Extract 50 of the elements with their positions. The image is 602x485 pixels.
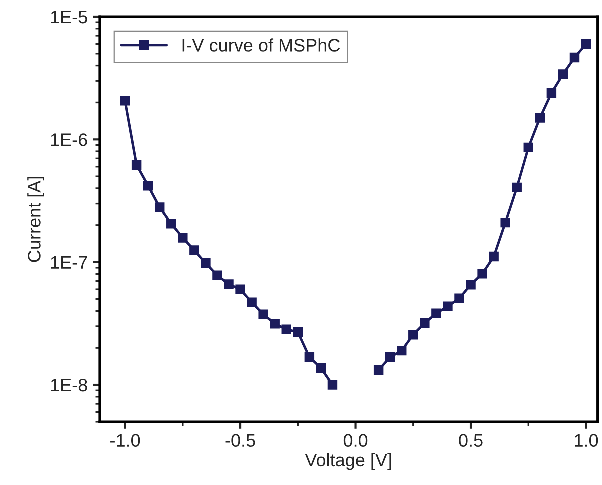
point [385, 352, 396, 362]
point [512, 182, 522, 193]
point [201, 258, 211, 268]
point [316, 363, 326, 374]
point [432, 308, 442, 318]
point [374, 365, 384, 376]
legend-label: I-V curve of MSPhC [182, 38, 340, 52]
point [236, 284, 246, 294]
point [143, 181, 154, 191]
point [524, 142, 534, 153]
point [443, 302, 453, 312]
point [212, 270, 222, 280]
point [570, 52, 580, 63]
point [282, 324, 292, 334]
x-tick-label: -1.0 [110, 434, 140, 448]
x-tick-label: 0.0 [344, 434, 368, 448]
x-axis-title: Voltage [V] [305, 453, 392, 470]
y-axis-title: Current [A] [28, 177, 44, 262]
point [397, 346, 407, 356]
point [546, 88, 557, 98]
point [154, 202, 165, 212]
point [328, 380, 338, 390]
point [535, 113, 546, 123]
y-tick-label: 1E-7 [51, 256, 88, 269]
point [258, 310, 268, 320]
point [478, 269, 488, 279]
point [304, 352, 315, 362]
point [581, 39, 592, 50]
point [500, 218, 510, 228]
point [558, 70, 568, 80]
point [224, 280, 234, 290]
point [190, 246, 200, 256]
point [489, 252, 499, 262]
point [132, 160, 142, 170]
x-tick-label: -0.5 [226, 434, 256, 448]
y-tick-label: 1E-5 [51, 11, 88, 24]
point [293, 327, 304, 338]
x-tick-label: 1.0 [575, 434, 598, 448]
point [166, 218, 176, 229]
point [247, 298, 257, 308]
point [120, 96, 130, 106]
point [408, 330, 418, 340]
point [178, 233, 188, 243]
y-tick-label: 1E-8 [51, 378, 88, 392]
x-tick-label: 0.5 [459, 434, 483, 448]
point [466, 280, 476, 290]
y-tick-label: 1E-6 [51, 134, 88, 146]
point [420, 318, 430, 328]
point [270, 319, 280, 329]
point [454, 294, 464, 304]
